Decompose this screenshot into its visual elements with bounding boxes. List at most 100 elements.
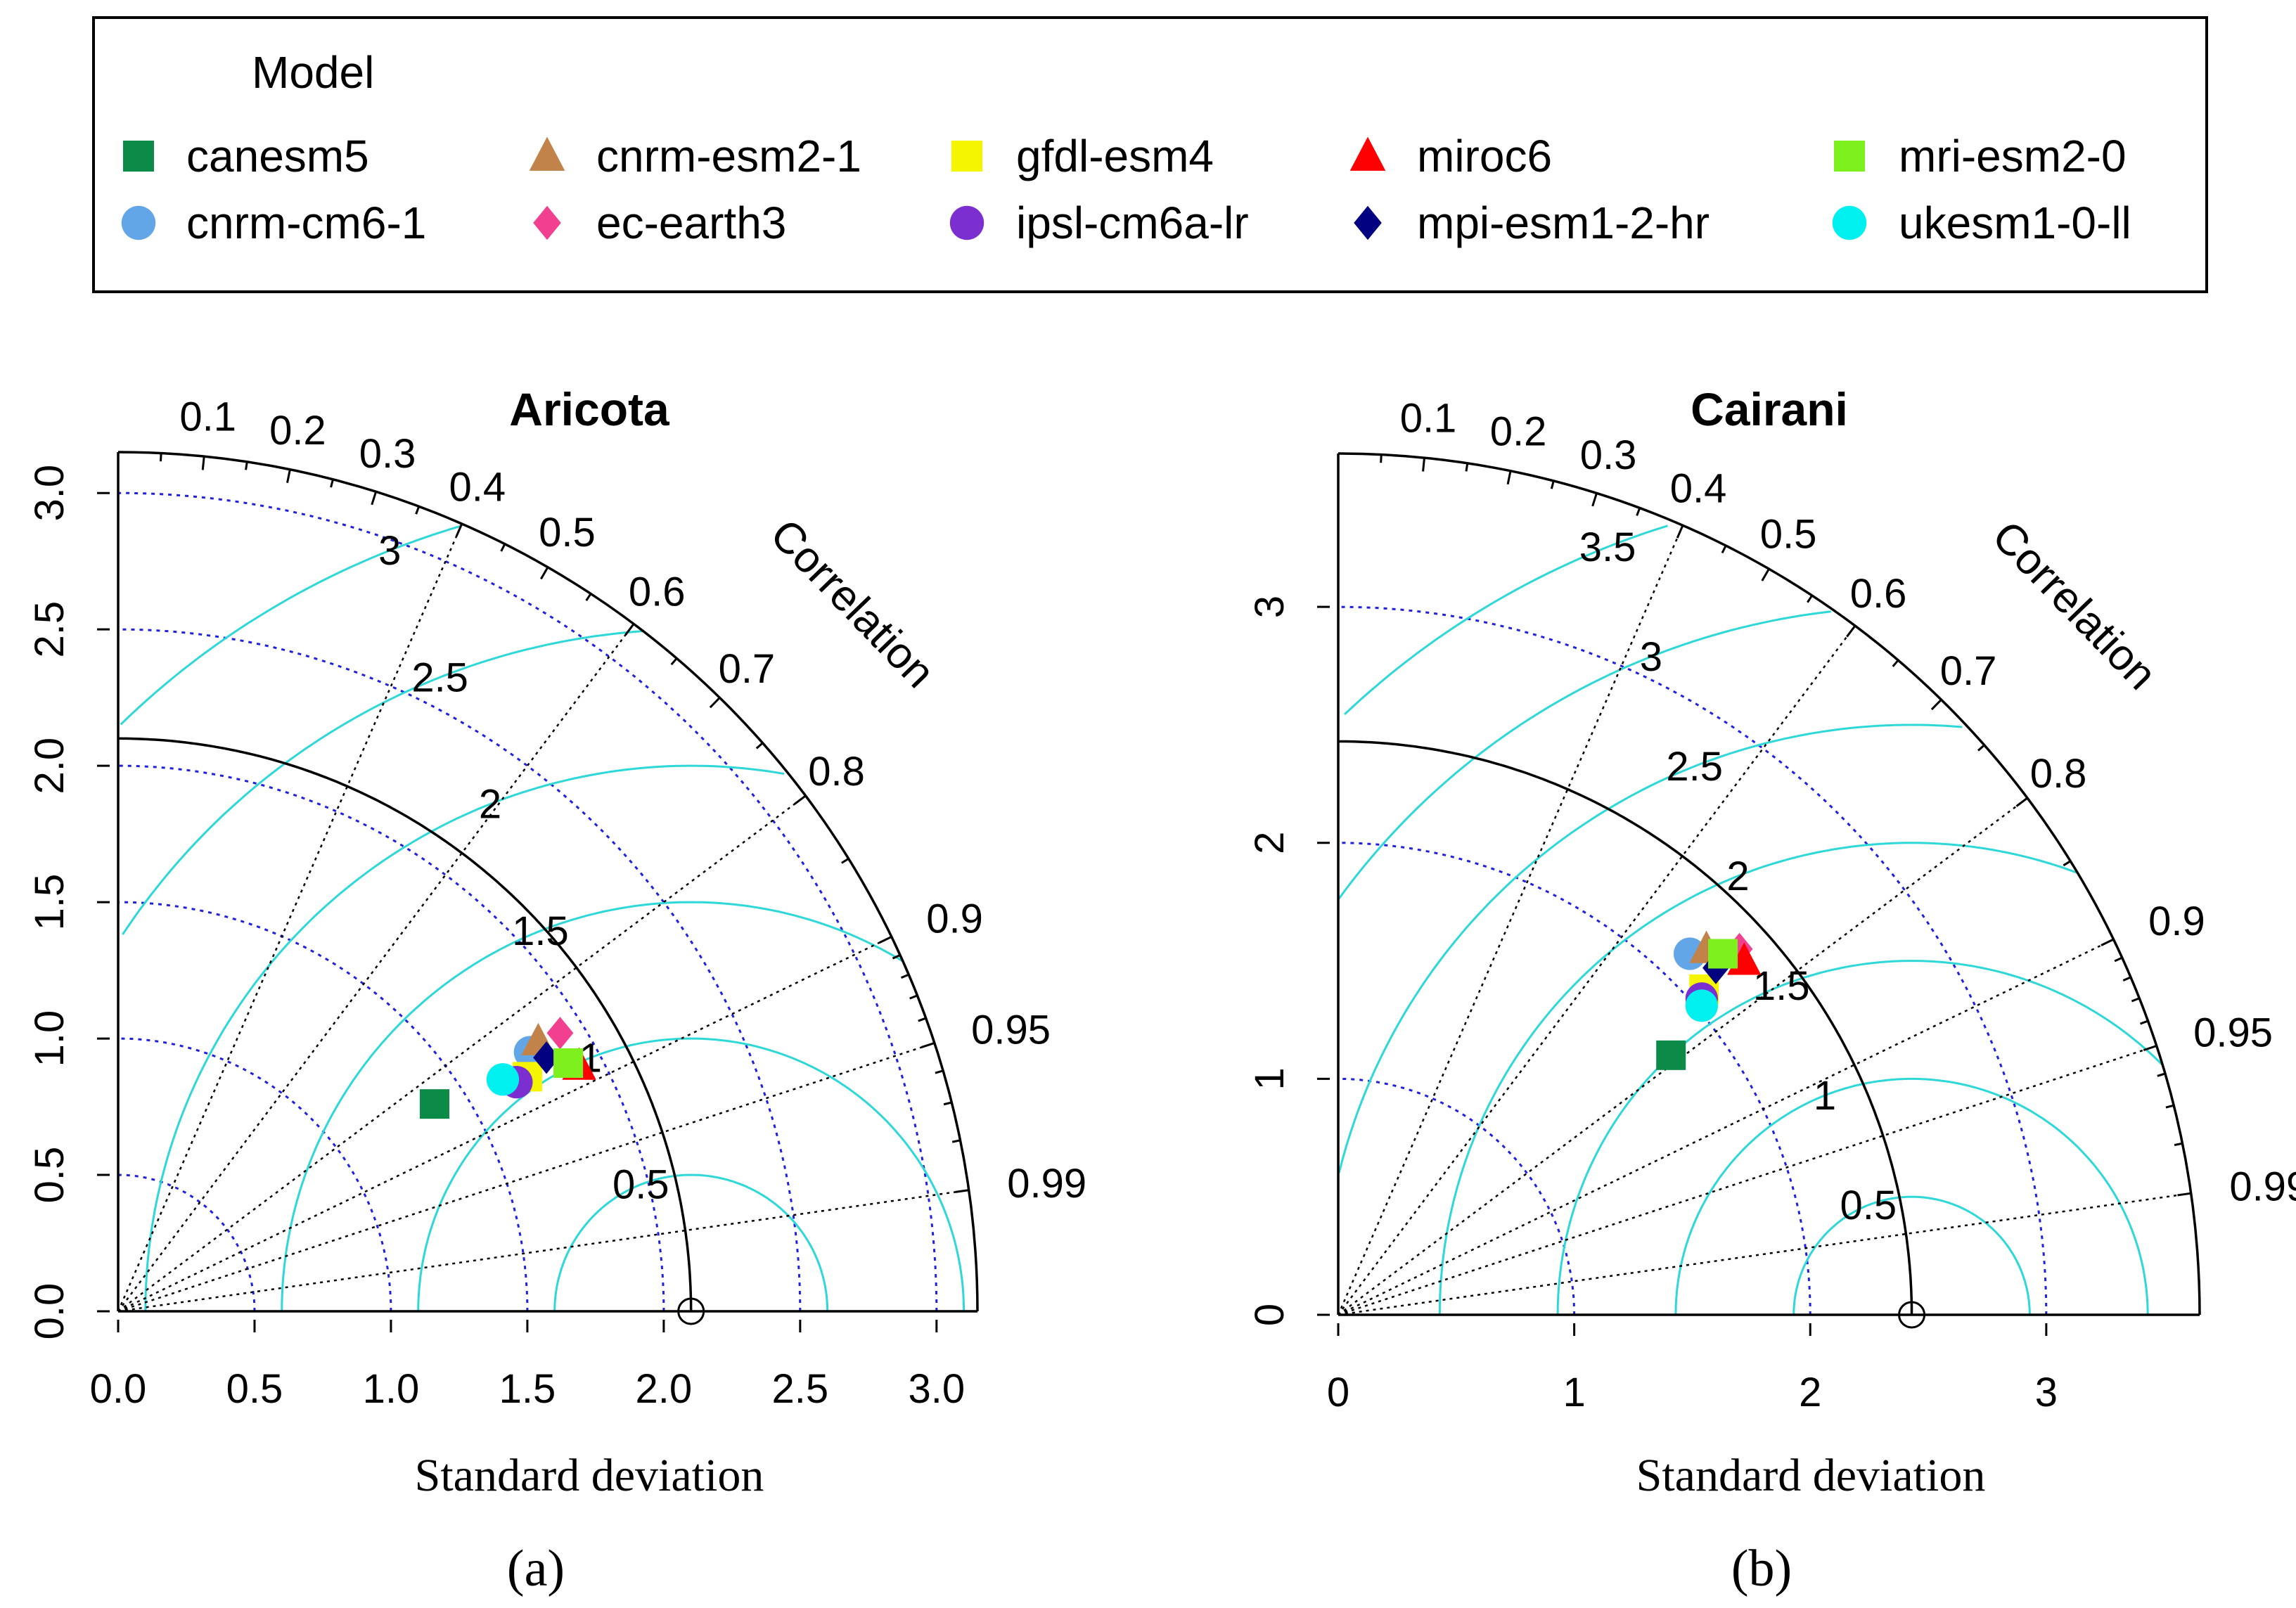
sd-contour (118, 1037, 392, 1311)
legend-entries: canesm5 cnrm-esm2-1 gfdl-esm4 miroc6 mri-esm… (121, 131, 2131, 248)
rms-contour (144, 764, 785, 1312)
rms-contour (1556, 960, 2163, 1316)
xaxis-title: Standard deviation (1636, 1450, 1986, 1501)
sd-contour (118, 628, 802, 1311)
rms-contour-label: 2 (479, 782, 501, 828)
legend-marker-cnrm-esm2-1 (529, 136, 565, 171)
correlation-tick (943, 1101, 952, 1106)
correlation-tick (245, 461, 248, 470)
rms-contour (1792, 1195, 2031, 1316)
correlation-tick-label: 0.7 (719, 646, 776, 692)
reference-point (1898, 1301, 1926, 1329)
reference-sd-arc (1338, 740, 1913, 1315)
correlation-tick (935, 1069, 944, 1074)
legend-marker-ukesm1-0-ll (1832, 205, 1867, 240)
sd-contour (118, 1173, 256, 1311)
panel-label: (a) (507, 1540, 565, 1597)
y-tick-label: 2 (1247, 832, 1293, 854)
correlation-tick-label: 0.3 (359, 431, 416, 477)
correlation-tick-label: 0.99 (1007, 1161, 1086, 1207)
x-tick-label: 3 (2035, 1370, 2058, 1415)
correlation-tick (1465, 463, 1469, 472)
sd-contour (118, 491, 938, 1311)
correlation-tick (921, 1042, 935, 1048)
correlation-ray (1338, 938, 2115, 1316)
correlation-tick-label: 0.4 (1670, 466, 1727, 512)
x-tick-label: 2.0 (636, 1366, 693, 1412)
correlation-tick (841, 857, 849, 864)
taylor-panel-aricota: Aricota Standard deviation (a) Correlati… (27, 383, 1086, 1597)
legend-label-ipsl-cm6a-lr: ipsl-cm6a-lr (1016, 198, 1249, 248)
correlation-tick (286, 469, 291, 483)
correlation-ray (117, 1042, 935, 1313)
rms-contour-label: 0.5 (613, 1162, 669, 1208)
correlation-tick (330, 479, 334, 488)
correlation-tick (1676, 525, 1684, 539)
sd-contour (1338, 842, 1811, 1315)
correlation-tick (1846, 625, 1856, 638)
correlation-tick (1761, 568, 1770, 581)
correlation-tick (2140, 1020, 2149, 1025)
rms-contour (1338, 723, 1963, 1173)
x-tick-label: 1.0 (363, 1366, 420, 1412)
rms-contour-label: 1.5 (512, 908, 569, 954)
correlation-tick (794, 795, 807, 805)
rms-contour (122, 630, 643, 935)
model-point-mri-esm2-0 (553, 1048, 584, 1078)
correlation-tick-label: 0.99 (2229, 1164, 2296, 1209)
legend-label-canesm5: canesm5 (186, 131, 369, 181)
x-tick-label: 0 (1327, 1370, 1349, 1415)
correlation-tick (160, 453, 162, 462)
x-tick-label: 1.5 (499, 1366, 556, 1412)
correlation-tick-label: 0.7 (1940, 648, 1997, 694)
rms-contour (120, 525, 461, 726)
rms-contour-label: 0.5 (1840, 1183, 1897, 1228)
correlation-tick (1977, 744, 1985, 752)
rms-contour-label: 2 (1726, 854, 1749, 899)
legend-label-miroc6: miroc6 (1417, 131, 1552, 181)
legend-marker-mpi-esm1-2-hr (1354, 205, 1382, 240)
correlation-tick-label: 0.6 (1850, 571, 1907, 617)
legend-marker-miroc6 (1349, 136, 1386, 171)
y-tick-label: 0.0 (27, 1283, 72, 1340)
correlation-tick (1550, 480, 1555, 489)
legend: Model canesm5 cnrm-esm2-1 gfdl-esm4 miroc6 m… (92, 16, 2208, 293)
correlation-tick-label: 0.1 (179, 394, 236, 439)
x-tick-label: 3.0 (908, 1366, 965, 1412)
model-point-ukesm1-0-ll (486, 1063, 520, 1096)
correlation-ray (1338, 1192, 2191, 1316)
y-tick-label: 0.5 (27, 1147, 72, 1204)
correlation-tick (900, 973, 909, 979)
correlation-tick (955, 1189, 969, 1193)
correlation-tick (1506, 470, 1512, 485)
correlation-tick (2114, 956, 2123, 963)
y-tick-label: 1.0 (27, 1010, 72, 1067)
correlation-tick-label: 0.9 (926, 896, 983, 941)
correlation-tick (201, 456, 205, 470)
correlation-tick (2131, 997, 2140, 1003)
correlation-tick (1892, 660, 1899, 667)
rms-contour (417, 1037, 966, 1312)
legend-title: Model (252, 47, 374, 98)
correlation-tick (909, 994, 918, 1000)
correlation-tick (2101, 938, 2115, 946)
correlation-tick (892, 953, 901, 960)
y-tick-label: 1.5 (27, 874, 72, 931)
correlation-tick (2177, 1192, 2191, 1197)
legend-marker-gfdl-esm4 (951, 141, 982, 172)
correlation-tick-label: 0.2 (1490, 409, 1547, 455)
correlation-tick (755, 742, 764, 750)
correlation-tick (2165, 1104, 2174, 1109)
x-tick-label: 2 (1799, 1370, 1821, 1415)
correlation-tick (415, 506, 421, 515)
correlation-ray (117, 795, 807, 1313)
xaxis-title: Standard deviation (415, 1450, 764, 1501)
correlation-tick (455, 523, 463, 537)
correlation-tick (585, 593, 592, 601)
legend-label-cnrm-esm2-1: cnrm-esm2-1 (596, 131, 861, 181)
correlation-tick (371, 491, 378, 506)
correlation-ray (1337, 525, 1684, 1316)
correlation-tick (951, 1139, 961, 1143)
correlation-axis-label: Correlation (761, 510, 944, 697)
